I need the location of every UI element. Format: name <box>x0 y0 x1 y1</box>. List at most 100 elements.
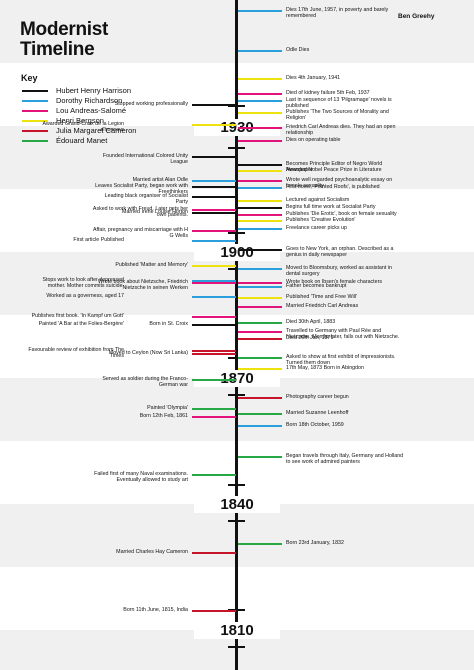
event-connector <box>238 164 282 166</box>
event-label: Travelled to Germany with Paul Rée and N… <box>286 328 400 341</box>
event-label: Born in St. Croix <box>149 321 188 327</box>
event-connector <box>192 408 236 410</box>
event-label: Died 30th April, 1883 <box>286 319 336 325</box>
event-label: Born 18th October, 1959 <box>286 422 344 428</box>
key-label: Hubert Henry Harrison <box>56 86 132 95</box>
event-label: Published 'Matter and Memory' <box>115 262 188 268</box>
event-connector <box>238 220 282 222</box>
event-connector <box>238 397 282 399</box>
event-label: Died of kidney failure 5th Feb, 1937 <box>286 90 370 96</box>
event-connector <box>238 187 282 189</box>
event-label: Began travels through Italy, Germany and… <box>286 453 404 466</box>
key-swatch <box>22 119 48 122</box>
key-item: Édouard Manet <box>22 136 107 145</box>
event-label: Last in sequence of 13 'Pilgramage' nove… <box>286 97 392 110</box>
event-connector <box>192 265 236 267</box>
event-label: Stops work to look after depressed mothe… <box>42 277 124 290</box>
axis-year-label: 1900 <box>194 244 280 261</box>
event-connector <box>238 100 282 102</box>
axis-tick <box>228 232 245 234</box>
event-label: Goes to New York, an orphan. Described a… <box>286 246 394 259</box>
event-connector <box>192 324 236 326</box>
key-item: Julia Margaret Cameron <box>22 126 136 135</box>
key-swatch <box>22 99 48 102</box>
event-connector <box>238 306 282 308</box>
event-connector <box>192 104 236 106</box>
event-connector <box>238 456 282 458</box>
event-connector <box>192 209 236 211</box>
event-label: Worked as a governess, aged 17 <box>46 293 124 299</box>
event-connector <box>192 280 236 282</box>
key-swatch <box>22 109 48 112</box>
event-label: Begins full time work at Socialist Party <box>286 204 376 210</box>
event-label: Married artist Alan Odle <box>132 177 188 183</box>
title-line-2: Timeline <box>20 39 95 60</box>
key-item: Henri Bergson <box>22 116 104 125</box>
event-connector <box>192 282 236 284</box>
axis-year-label: 1930 <box>194 119 280 136</box>
key-swatch <box>22 129 48 132</box>
event-label: Stopped working professionally <box>114 101 188 107</box>
event-label: Published 'Time and Free Will' <box>286 294 358 300</box>
event-connector <box>238 207 282 209</box>
event-connector <box>238 357 282 359</box>
event-connector <box>238 297 282 299</box>
event-label: Publishes 'The Two Sources of Morality a… <box>286 109 389 122</box>
event-label: Born 12th Feb, 1861 <box>139 413 188 419</box>
event-connector <box>238 228 282 230</box>
key-item: Lou Andreas-Salomé <box>22 106 126 115</box>
event-connector <box>192 124 236 126</box>
event-label: Affair, pregnancy and miscarriage with H… <box>93 227 188 240</box>
event-label: Publishes first book. 'In Kampf um Gott' <box>31 313 124 319</box>
key-title: Key <box>21 73 38 83</box>
event-label: Lectured against Socialism <box>286 197 350 203</box>
event-label: Odle Dies <box>286 47 310 53</box>
event-label: Married Suzanne Leenhoff <box>286 410 349 416</box>
event-connector <box>192 240 236 242</box>
key-swatch <box>22 89 48 92</box>
event-label: Painted 'Olympia' <box>147 405 188 411</box>
event-connector <box>238 112 282 114</box>
event-connector <box>192 212 236 214</box>
axis-tick <box>228 268 245 270</box>
event-connector <box>192 610 236 612</box>
title-line-1: Modernist <box>20 19 109 40</box>
event-connector <box>238 200 282 202</box>
event-connector <box>192 316 236 318</box>
event-connector <box>238 249 282 251</box>
axis-tick <box>228 484 245 486</box>
event-connector <box>238 10 282 12</box>
event-connector <box>238 425 282 427</box>
event-label: Freelance career picks up <box>286 225 347 231</box>
event-label: Dies 17th June, 1957, in poverty and bar… <box>286 7 389 20</box>
event-label: Born 11th June, 1815, India <box>123 607 188 613</box>
event-label: Founded International Colored Unity Leag… <box>102 153 188 166</box>
event-label: Leaves Socialist Party, began work with … <box>95 183 188 196</box>
event-label: Born 23rd January, 1832 <box>286 540 344 546</box>
event-connector <box>238 282 282 284</box>
event-label: Died 26th Jan, 1879 <box>286 335 334 341</box>
event-connector <box>238 322 282 324</box>
event-connector <box>192 156 236 158</box>
axis-tick <box>228 357 245 359</box>
event-label: Leading black organiser of Socialist Par… <box>104 193 188 206</box>
axis-year-label: 1870 <box>194 370 280 387</box>
event-label: Failed first of many Naval examinations.… <box>94 471 188 484</box>
key-swatch <box>22 139 48 142</box>
event-label: Married Friedrich Carl Andreas <box>286 303 359 309</box>
event-connector <box>192 180 236 182</box>
event-connector <box>238 50 282 52</box>
event-connector <box>238 368 282 370</box>
event-label: Asked to show at first exhibit of impres… <box>286 354 396 367</box>
key-label: Lou Andreas-Salomé <box>56 106 127 115</box>
event-label: First novel, 'Pointed Roofs', is publish… <box>286 184 380 190</box>
event-connector <box>238 214 282 216</box>
event-label: 17th May, 1873 Born in Abingdon <box>286 365 364 371</box>
event-connector <box>192 353 236 355</box>
axis-tick <box>228 609 245 611</box>
event-label: Married Charles Hay Cameron <box>116 549 188 555</box>
event-label: Father becomes bankrupt <box>286 283 347 289</box>
event-label: First article Published <box>73 237 124 243</box>
event-connector <box>192 474 236 476</box>
key-label: Julia Margaret Cameron <box>56 126 137 135</box>
